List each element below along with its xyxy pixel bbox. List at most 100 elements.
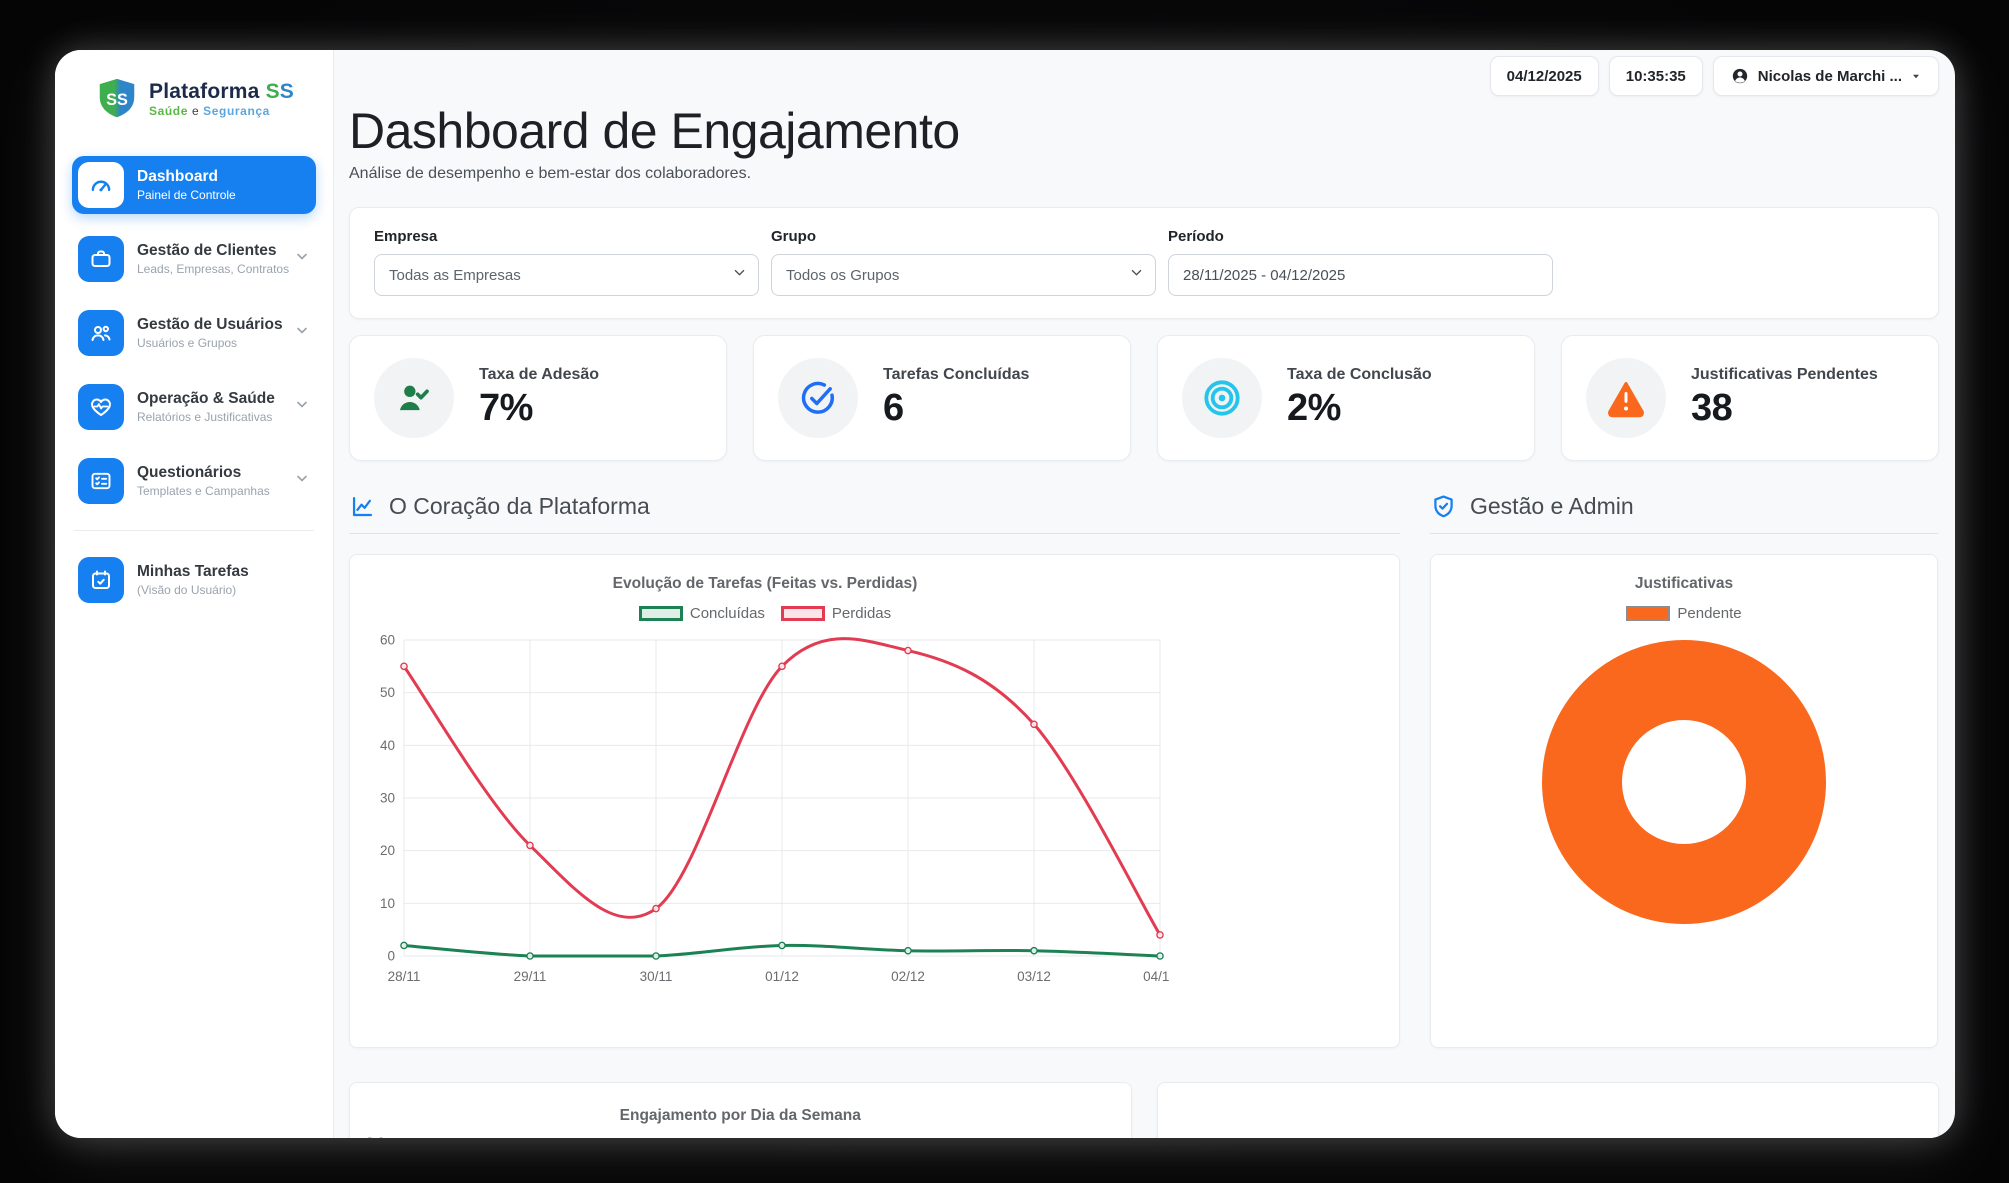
svg-text:30/11: 30/11: [640, 969, 673, 984]
line-chart-icon: [349, 493, 376, 520]
legend-label: Concluídas: [689, 605, 765, 622]
donut-chart-card: Justificativas Pendente: [1430, 554, 1938, 1048]
weekday-chart-title: Engajamento por Dia da Semana: [619, 1107, 861, 1124]
donut-chart-plot: [1542, 640, 1826, 924]
caret-down-icon: [1913, 74, 1919, 79]
chevron-down-icon: [294, 397, 310, 418]
kpi-card-justificativas-pendentes: Justificativas Pendentes 38: [1561, 335, 1939, 461]
svg-text:30: 30: [380, 791, 395, 806]
briefcase-icon: [78, 236, 124, 282]
sidebar-item-sublabel: Templates e Campanhas: [137, 484, 270, 498]
svg-text:SS: SS: [106, 91, 128, 109]
svg-text:02/12: 02/12: [891, 969, 925, 984]
legend-swatch: [780, 606, 825, 621]
calendar-check-icon: [78, 557, 124, 603]
legend-swatch-donut: [1626, 606, 1671, 621]
weekday-chart-card: Engajamento por Dia da Semana 3.0: [349, 1082, 1132, 1138]
kpi-value: 2%: [1287, 387, 1341, 429]
legend-swatch: [638, 606, 683, 621]
gauge-icon: [78, 162, 124, 208]
section-gestao-admin: Gestão e Admin: [1430, 493, 1938, 534]
svg-text:01/12: 01/12: [765, 969, 799, 984]
kpi-label: Taxa de Adesão: [479, 366, 600, 383]
section-coracao-plataforma: O Coração da Plataforma: [349, 493, 1400, 534]
grupo-label: Grupo: [771, 228, 816, 245]
checklist-icon: [78, 458, 124, 504]
line-chart-card: Evolução de Tarefas (Feitas vs. Perdidas…: [349, 554, 1400, 1048]
sidebar-divider: [74, 530, 314, 531]
header-bar: 04/12/2025 10:35:35 Nicolas de Marchi ..…: [1489, 56, 1939, 96]
shield-logo-icon: SS: [99, 78, 135, 118]
svg-text:40: 40: [380, 738, 395, 753]
donut-chart-legend: Pendente: [1431, 605, 1937, 622]
empresa-label: Empresa: [374, 228, 438, 245]
legend-label: Perdidas: [831, 605, 892, 622]
kpi-label: Justificativas Pendentes: [1691, 366, 1878, 383]
line-chart-plot: 28/11 29/11 30/11 01/12 02/12 03/12 04/12 0 10 20…: [380, 633, 1170, 985]
users-icon: [78, 310, 124, 356]
sidebar-item-label: Gestão de Clientes: [137, 242, 277, 259]
svg-text:03/12: 03/12: [1017, 969, 1051, 984]
kpi-value: 38: [1691, 387, 1733, 429]
periodo-label: Período: [1168, 228, 1224, 245]
chevron-down-icon: [294, 323, 310, 344]
time-pill: 10:35:35: [1608, 56, 1703, 96]
shield-check-icon: [1430, 493, 1457, 520]
sidebar-item-operacao-saude[interactable]: Operação & Saúde Relatórios e Justificat…: [72, 378, 316, 436]
user-menu[interactable]: Nicolas de Marchi ...: [1712, 56, 1939, 96]
legend-item-concluidas[interactable]: Concluídas: [638, 605, 765, 622]
svg-text:60: 60: [380, 633, 395, 648]
svg-text:0: 0: [387, 949, 395, 964]
main-content: 04/12/2025 10:35:35 Nicolas de Marchi ..…: [334, 50, 1955, 1138]
sidebar-item-questionarios[interactable]: Questionários Templates e Campanhas: [72, 452, 316, 510]
user-circle-icon: [1732, 68, 1747, 84]
sidebar-item-sublabel: Leads, Empresas, Contratos: [137, 262, 290, 276]
donut-ring: [1542, 640, 1826, 924]
grupo-select[interactable]: Todos os Grupos: [771, 254, 1156, 296]
section-title: Gestão e Admin: [1470, 493, 1634, 519]
date-pill: 04/12/2025: [1489, 56, 1599, 96]
line-chart-title: Evolução de Tarefas (Feitas vs. Perdidas…: [612, 575, 918, 592]
empresa-select[interactable]: Todas as Empresas: [374, 254, 759, 296]
kpi-label: Tarefas Concluídas: [883, 366, 1030, 383]
periodo-input[interactable]: [1168, 254, 1553, 296]
legend-label: Pendente: [1677, 605, 1742, 622]
svg-text:20: 20: [380, 843, 395, 858]
svg-text:04/12: 04/12: [1143, 969, 1170, 984]
sidebar: SS Plataforma SS Saúde e Segurança Dashb…: [55, 50, 334, 1138]
page-title: Dashboard de Engajamento: [349, 103, 960, 159]
kpi-card-taxa-de-conclusao: Taxa de Conclusão 2%: [1157, 335, 1535, 461]
kpi-label: Taxa de Conclusão: [1287, 366, 1432, 383]
sidebar-item-sublabel: (Visão do Usuário): [137, 583, 237, 597]
kpi-row: Taxa de Adesão 7% Tarefas Concluídas 6: [349, 335, 1939, 461]
bottom-charts-row: Engajamento por Dia da Semana 3.0: [349, 1082, 1939, 1138]
section-title: O Coração da Plataforma: [389, 493, 650, 519]
sidebar-item-label: Dashboard: [137, 168, 218, 185]
sidebar-item-dashboard[interactable]: Dashboard Painel de Controle: [72, 156, 316, 214]
chevron-down-icon: [294, 249, 310, 270]
check-circle-icon: [778, 358, 858, 438]
chevron-down-icon: [294, 471, 310, 492]
svg-text:29/11: 29/11: [514, 969, 547, 984]
kpi-value: 6: [883, 387, 904, 429]
sidebar-item-minhas-tarefas[interactable]: Minhas Tarefas (Visão do Usuário): [72, 551, 316, 609]
brand-name: Plataforma SS: [148, 79, 295, 103]
svg-text:10: 10: [380, 896, 395, 911]
svg-text:50: 50: [380, 685, 395, 700]
kpi-card-taxa-de-adesao: Taxa de Adesão 7%: [349, 335, 727, 461]
page-subtitle: Análise de desempenho e bem-estar dos co…: [349, 165, 752, 182]
kpi-value: 7%: [479, 387, 533, 429]
legend-item-pendente[interactable]: Pendente: [1626, 605, 1742, 622]
section-headers: O Coração da Plataforma Gestão e Admin: [349, 493, 1939, 534]
sidebar-item-gestao-clientes[interactable]: Gestão de Clientes Leads, Empresas, Cont…: [72, 230, 316, 288]
sidebar-item-sublabel: Painel de Controle: [137, 188, 236, 202]
legend-item-perdidas[interactable]: Perdidas: [780, 605, 892, 622]
svg-text:28/11: 28/11: [388, 969, 421, 984]
sidebar-item-gestao-usuarios[interactable]: Gestão de Usuários Usuários e Grupos: [72, 304, 316, 362]
user-check-icon: [374, 358, 454, 438]
charts-row: Evolução de Tarefas (Feitas vs. Perdidas…: [349, 554, 1939, 1048]
weekday-chart-ytick: 3.0: [366, 1135, 385, 1138]
filters-card: Empresa Todas as Empresas Grupo Todos os…: [349, 207, 1939, 319]
app-window: SS Plataforma SS Saúde e Segurança Dashb…: [55, 50, 1955, 1138]
line-chart-legend: Concluídas Perdidas: [360, 605, 1170, 622]
